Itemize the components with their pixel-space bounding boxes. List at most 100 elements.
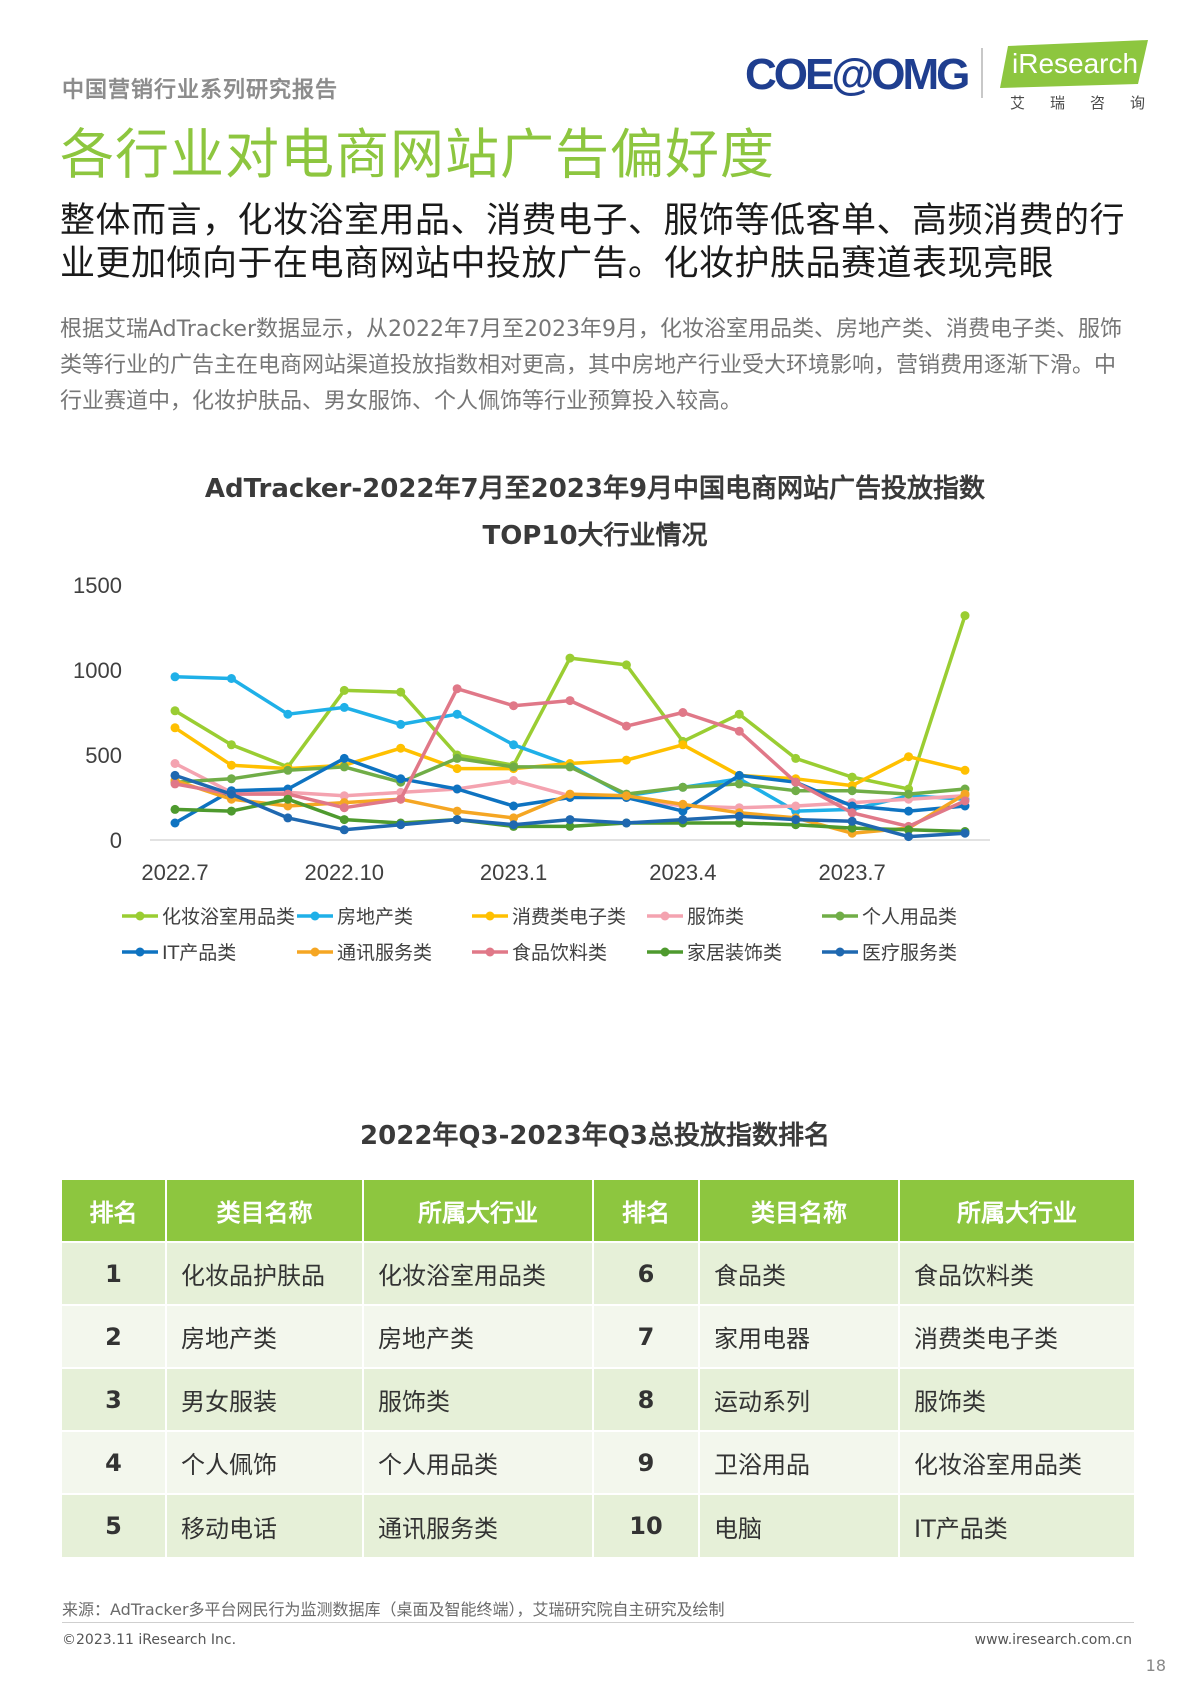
rank-cell: 2 bbox=[62, 1304, 167, 1368]
data-point bbox=[339, 762, 349, 772]
data-point bbox=[226, 806, 236, 816]
data-point bbox=[170, 706, 180, 716]
copyright: ©2023.11 iResearch Inc. bbox=[62, 1632, 237, 1648]
data-point bbox=[734, 770, 744, 780]
rank-cell: 6 bbox=[593, 1241, 700, 1305]
category-cell: 个人佩饰 bbox=[166, 1430, 364, 1494]
data-point bbox=[678, 806, 688, 816]
data-point bbox=[621, 818, 631, 828]
rank-cell: 10 bbox=[593, 1493, 700, 1557]
data-point bbox=[339, 803, 349, 813]
data-point bbox=[960, 789, 970, 799]
body-paragraph: 根据艾瑞AdTracker数据显示，从2022年7月至2023年9月，化妆浴室用… bbox=[60, 317, 1122, 414]
x-tick-label: 2022.7 bbox=[141, 860, 208, 885]
data-point bbox=[283, 765, 293, 775]
industry-cell: 个人用品类 bbox=[363, 1430, 594, 1494]
data-point bbox=[621, 660, 631, 670]
data-point bbox=[509, 776, 519, 785]
rank-cell: 5 bbox=[62, 1493, 167, 1557]
data-point bbox=[960, 796, 970, 806]
data-point bbox=[960, 828, 970, 838]
legend-swatch-dot bbox=[660, 947, 670, 957]
chart-title-line-2: TOP10大行业情况 bbox=[482, 521, 708, 551]
data-point bbox=[621, 755, 631, 765]
industry-cell: 通讯服务类 bbox=[363, 1493, 594, 1557]
data-point bbox=[621, 721, 631, 731]
data-point bbox=[170, 759, 180, 768]
category-cell: 男女服装 bbox=[166, 1367, 364, 1431]
x-tick-label: 2023.7 bbox=[818, 860, 885, 885]
data-point bbox=[170, 723, 180, 733]
data-point bbox=[734, 726, 744, 736]
page-title: 各行业对电商网站广告偏好度 bbox=[60, 123, 775, 186]
data-point bbox=[339, 791, 349, 801]
data-point bbox=[904, 806, 914, 816]
data-point bbox=[396, 719, 406, 729]
legend-label: 通讯服务类 bbox=[337, 942, 432, 964]
data-point bbox=[283, 709, 293, 719]
legend-label: 服饰类 bbox=[687, 906, 744, 928]
industry-cell: IT产品类 bbox=[899, 1493, 1134, 1557]
y-tick-label: 1000 bbox=[73, 658, 122, 683]
data-point bbox=[339, 753, 349, 763]
data-point bbox=[791, 786, 801, 796]
data-point bbox=[509, 820, 519, 830]
legend-swatch-dot bbox=[485, 911, 495, 921]
y-tick-label: 500 bbox=[85, 743, 122, 768]
svg-text:iResearch: iResearch bbox=[1012, 48, 1138, 79]
rank-cell: 1 bbox=[62, 1241, 167, 1305]
category-cell: 食品类 bbox=[699, 1241, 900, 1305]
coe-omg-logo: COE@OMG bbox=[745, 50, 970, 99]
line-chart: 0 500 1000 1500 2022.7 2022.10 2023.1 2023.4 202… bbox=[73, 573, 990, 964]
rank-cell: 9 bbox=[593, 1430, 700, 1494]
iresearch-logo-subtitle: 艾瑞咨询 bbox=[1010, 94, 1171, 112]
x-tick-label: 2023.1 bbox=[480, 860, 547, 885]
data-point bbox=[678, 799, 688, 809]
industry-cell: 食品饮料类 bbox=[899, 1241, 1134, 1305]
footer-divider bbox=[62, 1622, 1134, 1623]
legend-label: 食品饮料类 bbox=[512, 942, 607, 964]
data-point bbox=[509, 801, 519, 811]
data-point bbox=[565, 815, 575, 825]
data-point bbox=[960, 765, 970, 775]
data-point bbox=[960, 611, 970, 621]
data-point bbox=[509, 813, 519, 823]
data-point bbox=[226, 774, 236, 784]
data-point bbox=[847, 786, 857, 796]
y-tick-label: 0 bbox=[110, 828, 122, 853]
table-header-cell: 类目名称 bbox=[166, 1180, 364, 1242]
y-tick-label: 1500 bbox=[73, 573, 122, 598]
page-number: 18 bbox=[1145, 1656, 1166, 1675]
data-point bbox=[509, 762, 519, 772]
table-row: 4 个人佩饰 个人用品类 9 卫浴用品 化妆浴室用品类 bbox=[62, 1430, 1134, 1494]
data-point bbox=[339, 815, 349, 825]
data-point bbox=[452, 709, 462, 719]
data-point bbox=[565, 789, 575, 799]
data-point bbox=[904, 789, 914, 799]
category-cell: 电脑 bbox=[699, 1493, 900, 1557]
legend-swatch-dot bbox=[660, 911, 670, 921]
data-point bbox=[170, 779, 180, 789]
table-row: 1 化妆品护肤品 化妆浴室用品类 6 食品类 食品饮料类 bbox=[62, 1241, 1134, 1305]
data-point bbox=[509, 701, 519, 711]
data-point bbox=[847, 808, 857, 818]
category-cell: 移动电话 bbox=[166, 1493, 364, 1557]
data-point bbox=[339, 825, 349, 835]
legend-swatch-dot bbox=[310, 911, 320, 921]
data-point bbox=[791, 801, 801, 811]
website-url: www.iresearch.com.cn bbox=[974, 1632, 1132, 1648]
data-point bbox=[396, 774, 406, 784]
data-point bbox=[678, 782, 688, 792]
category-cell: 化妆品护肤品 bbox=[166, 1241, 364, 1305]
industry-cell: 房地产类 bbox=[363, 1304, 594, 1368]
data-point bbox=[734, 709, 744, 719]
data-point bbox=[791, 815, 801, 825]
data-point bbox=[226, 789, 236, 799]
table-title: 2022年Q3-2023年Q3总投放指数排名 bbox=[360, 1121, 830, 1151]
data-point bbox=[565, 696, 575, 706]
data-point bbox=[791, 777, 801, 787]
table-header-cell: 排名 bbox=[62, 1180, 167, 1242]
data-point bbox=[734, 779, 744, 789]
data-point bbox=[847, 823, 857, 833]
table-row: 5 移动电话 通讯服务类 10 电脑 IT产品类 bbox=[62, 1493, 1134, 1557]
